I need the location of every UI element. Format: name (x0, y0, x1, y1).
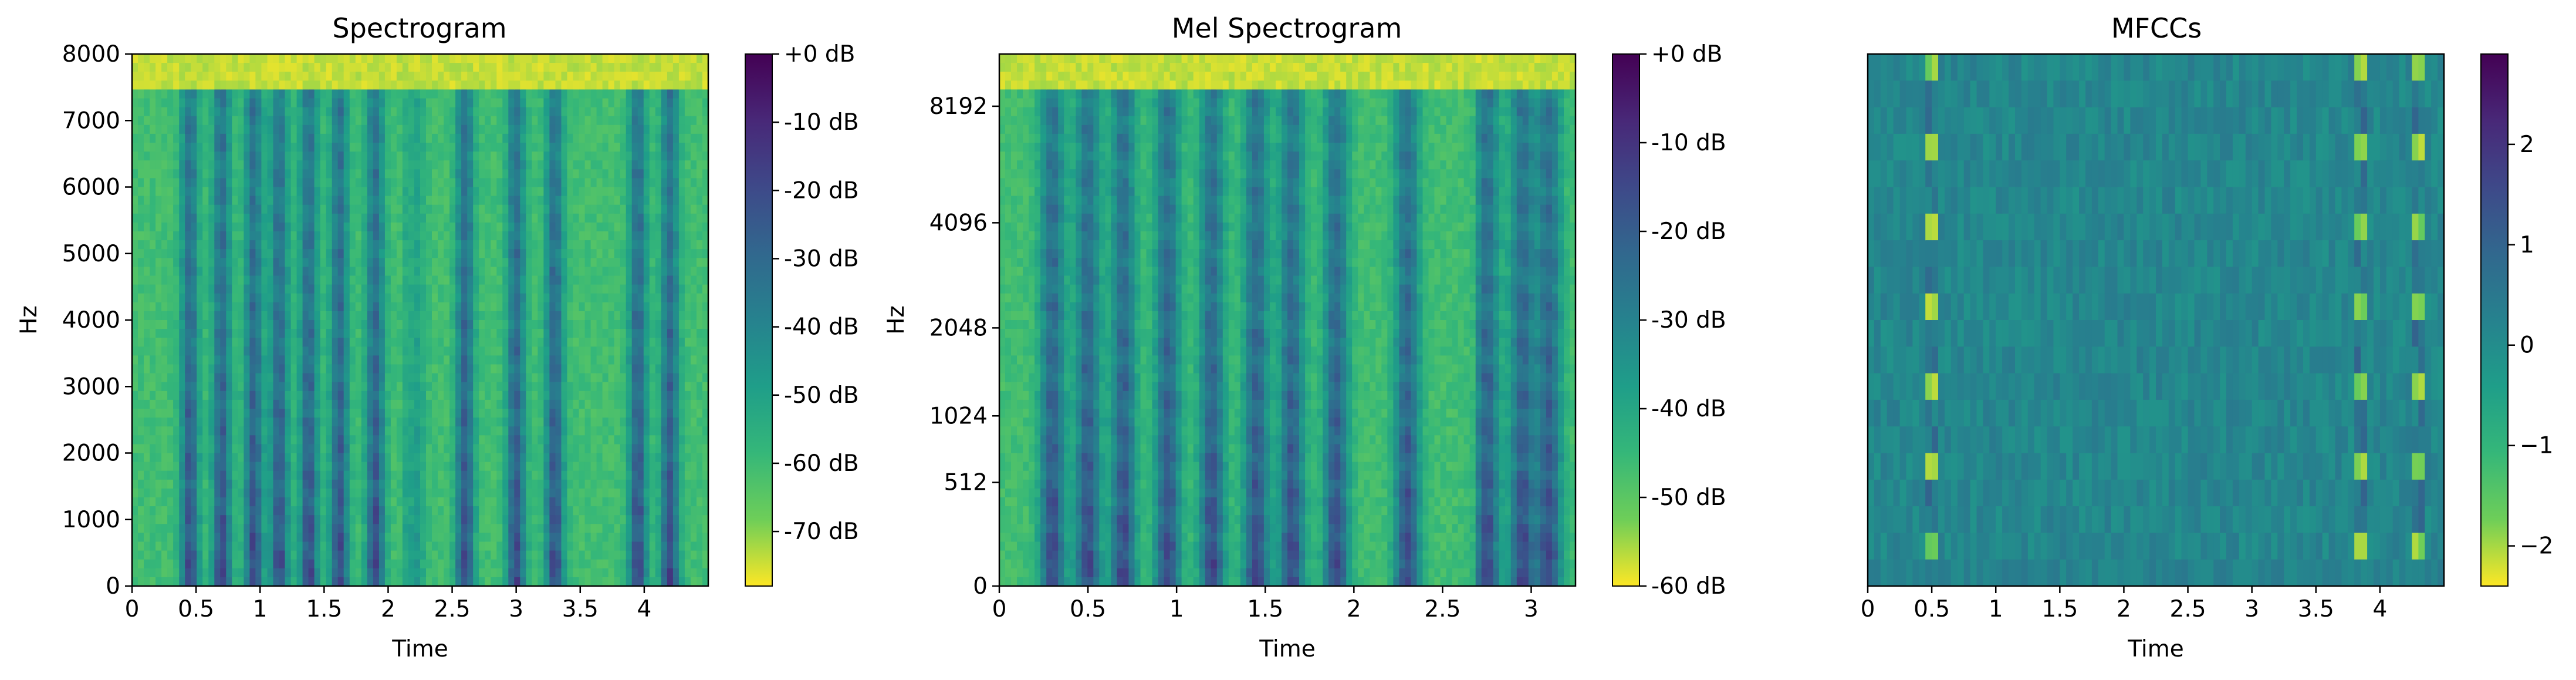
colorbar-tick-label: -30 dB (784, 245, 859, 272)
x-tick-label: 1.5 (2041, 596, 2078, 622)
chart-title: MFCCs (2111, 12, 2202, 44)
colorbar-tick-label: −2 (2520, 533, 2554, 560)
colorbar (2480, 53, 2509, 587)
x-axis-label: Time (1259, 636, 1315, 662)
x-axis-ticks: 0 0.5 1 1.5 2 2.5 3 3.5 4 (1861, 586, 2387, 622)
x-axis-ticks: 0 0.5 1 1.5 2 2.5 3 3.5 4 (125, 586, 651, 622)
x-tick-label: 2 (2117, 596, 2131, 622)
y-tick-label: 1024 (929, 403, 988, 429)
x-tick-label: 1.5 (306, 596, 342, 622)
x-tick-label: 3 (1524, 596, 1539, 622)
x-tick-label: 0 (992, 596, 1007, 622)
x-tick-label: 2 (1347, 596, 1361, 622)
colorbar-tick-label: -70 dB (784, 519, 859, 545)
x-tick-label: 2 (381, 596, 395, 622)
plot-frame (1867, 53, 2445, 587)
x-tick-label: 0 (125, 596, 140, 622)
mel-spectrogram-heatmap (999, 54, 1576, 587)
y-tick-label: 1000 (62, 507, 120, 533)
x-tick-label: 0.5 (1070, 596, 1106, 622)
x-tick-label: 4 (2372, 596, 2387, 622)
chart-title: Spectrogram (332, 12, 506, 44)
y-tick-label: 8000 (62, 41, 120, 68)
x-tick-label: 3 (2244, 596, 2259, 622)
x-axis-label: Time (391, 636, 448, 662)
y-tick-label: 7000 (62, 107, 120, 134)
colorbar-tick-label: -10 dB (1651, 130, 1726, 156)
colorbar-tick-label: -40 dB (784, 314, 859, 341)
colorbar-tick-label: +0 dB (1651, 41, 1722, 68)
y-tick-label: 6000 (62, 174, 120, 201)
x-tick-label: 1 (1989, 596, 2003, 622)
colorbar-tick-label: -30 dB (1651, 307, 1726, 334)
mfcc-panel: MFCCs 0 0.5 1 1.5 2 2.5 3 3.5 4 Time 2 1 0 −1 −2 (1861, 12, 2554, 662)
y-tick-label: 8192 (929, 93, 988, 120)
y-tick-label: 5000 (62, 241, 120, 267)
colorbar-ticks: +0 dB -10 dB -20 dB -30 dB -40 dB -50 dB -60 d… (1639, 41, 1726, 600)
colorbar-tick-label: -20 dB (784, 177, 859, 204)
spectrogram-panel: Spectrogram 0 0.5 1 1.5 2 2.5 3 3.5 4 0 1000 2000 3… (16, 12, 859, 662)
colorbar (745, 53, 773, 587)
colorbar-tick-label: -20 dB (1651, 218, 1726, 245)
x-tick-label: 2.5 (434, 596, 471, 622)
x-tick-label: 0.5 (178, 596, 214, 622)
y-tick-label: 0 (106, 573, 120, 600)
y-tick-label: 4096 (929, 210, 988, 236)
colorbar-tick-label: -10 dB (784, 109, 859, 136)
plot-frame (998, 53, 1577, 587)
y-axis-label: Hz (883, 305, 910, 335)
spectrogram-heatmap (132, 54, 709, 587)
x-tick-label: 3.5 (562, 596, 599, 622)
colorbar (1612, 53, 1640, 587)
colorbar-tick-label: −1 (2520, 433, 2554, 459)
colorbar-tick-label: -40 dB (1651, 396, 1726, 422)
x-tick-label: 2.5 (1424, 596, 1461, 622)
colorbar-tick-label: 2 (2520, 132, 2534, 158)
y-tick-label: 4000 (62, 307, 120, 334)
chart-title: Mel Spectrogram (1172, 12, 1402, 44)
y-tick-label: 2000 (62, 440, 120, 467)
colorbar-tick-label: -50 dB (1651, 484, 1726, 511)
y-tick-label: 2048 (929, 315, 988, 341)
x-tick-label: 1 (253, 596, 268, 622)
y-tick-label: 3000 (62, 373, 120, 400)
x-axis-label: Time (2127, 636, 2183, 662)
colorbar-tick-label: 1 (2520, 232, 2534, 258)
colorbar-ticks: 2 1 0 −1 −2 (2508, 132, 2554, 560)
x-tick-label: 3.5 (2298, 596, 2334, 622)
x-tick-label: 0 (1861, 596, 1875, 622)
colorbar-ticks: +0 dB -10 dB -20 dB -30 dB -40 dB -50 dB -60 d… (772, 41, 859, 545)
mfcc-heatmap (1868, 54, 2445, 587)
x-tick-label: 1.5 (1247, 596, 1283, 622)
x-tick-label: 2.5 (2170, 596, 2206, 622)
y-axis-label: Hz (16, 305, 42, 335)
colorbar-tick-label: +0 dB (784, 41, 855, 68)
colorbar-tick-label: -60 dB (784, 450, 859, 477)
y-axis-ticks: 0 512 1024 2048 4096 8192 (929, 93, 999, 600)
colorbar-tick-label: -60 dB (1651, 573, 1726, 600)
y-tick-label: 512 (944, 470, 988, 496)
y-tick-label: 0 (973, 573, 988, 600)
x-tick-label: 0.5 (1914, 596, 1950, 622)
colorbar-tick-label: -50 dB (784, 382, 859, 409)
colorbar-tick-label: 0 (2520, 332, 2534, 359)
x-tick-label: 4 (637, 596, 651, 622)
x-tick-label: 3 (509, 596, 523, 622)
mel-spectrogram-panel: Mel Spectrogram 0 0.5 1 1.5 2 2.5 3 0 512 1024 20… (883, 12, 1726, 662)
x-axis-ticks: 0 0.5 1 1.5 2 2.5 3 (992, 586, 1539, 622)
x-tick-label: 1 (1169, 596, 1184, 622)
y-axis-ticks: 0 1000 2000 3000 4000 5000 6000 7000 8000 (62, 41, 132, 600)
